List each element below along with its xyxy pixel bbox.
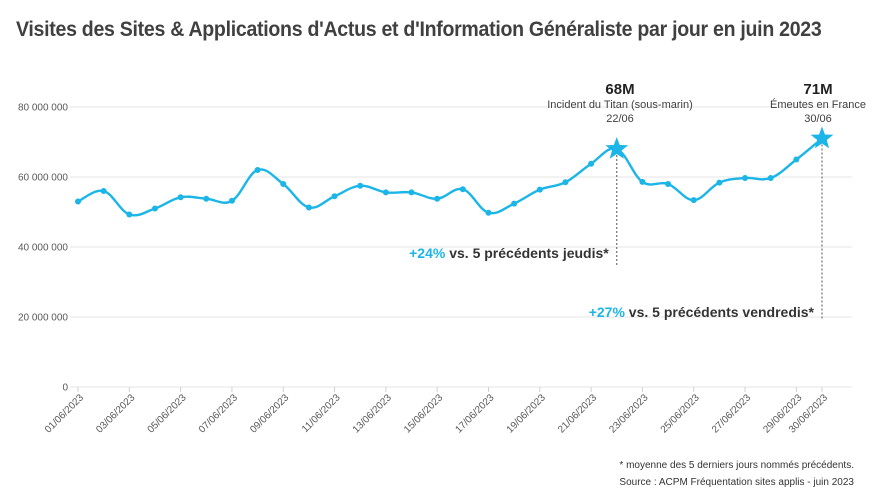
data-points	[75, 156, 800, 218]
growth-comparison: vs. 5 précédents vendredis*	[629, 304, 815, 320]
x-tick-label: 01/06/2023	[43, 392, 86, 435]
x-tick-label: 21/06/2023	[556, 392, 599, 435]
data-point	[690, 197, 697, 204]
x-tick-label: 25/06/2023	[659, 392, 702, 435]
x-tick-label: 07/06/2023	[197, 392, 240, 435]
footnote-source: Source : ACPM Fréquentation sites applis…	[619, 477, 854, 488]
data-point	[434, 195, 441, 202]
data-point	[126, 211, 133, 218]
highlight-star	[810, 126, 834, 149]
data-point	[639, 178, 646, 185]
data-point	[716, 179, 723, 186]
annotation-growth: +27% vs. 5 précédents vendredis*	[589, 304, 815, 320]
x-tick-label: 19/06/2023	[505, 392, 548, 435]
x-tick-label: 13/06/2023	[351, 392, 394, 435]
footnote-note: * moyenne des 5 derniers jours nommés pr…	[619, 460, 854, 471]
data-point	[459, 186, 466, 193]
data-point	[177, 194, 184, 201]
growth-value: +24%	[409, 245, 449, 261]
data-point	[280, 181, 287, 187]
x-tick-label: 23/06/2023	[607, 392, 650, 435]
highlight-stars	[605, 126, 834, 159]
y-axis-tick-labels: 0 20 000 000 40 000 000 60 000 000 80 000 00…	[18, 103, 69, 394]
data-point	[742, 175, 749, 182]
data-point	[793, 156, 800, 163]
annotation-date: 30/06	[804, 113, 832, 125]
annotation-event: Émeutes en France	[770, 98, 866, 111]
x-tick-label: 05/06/2023	[146, 392, 189, 435]
annotation-event: Incident du Titan (sous-marin)	[547, 99, 693, 111]
data-point	[382, 189, 389, 196]
y-tick-label: 0	[62, 383, 68, 394]
highlight-star	[605, 137, 629, 159]
y-tick-label: 20 000 000	[18, 313, 68, 324]
data-point	[331, 193, 338, 200]
data-point	[562, 179, 569, 186]
y-tick-label: 80 000 000	[18, 103, 68, 114]
x-tick-label: 27/06/2023	[710, 392, 753, 435]
x-tick-label: 11/06/2023	[300, 392, 343, 435]
x-tick-label: 09/06/2023	[248, 392, 291, 435]
highlight-drop-lines	[616, 144, 823, 320]
annotation-value: 71M	[803, 81, 832, 98]
data-point	[536, 186, 543, 193]
x-tick-label: 15/06/2023	[402, 392, 445, 435]
x-tick-label: 03/06/2023	[94, 392, 137, 435]
growth-value: +27%	[589, 304, 629, 320]
annotation-value: 68M	[605, 81, 634, 98]
annotation-growth: +24% vs. 5 précédents jeudis*	[409, 245, 609, 261]
data-point	[511, 200, 518, 207]
gridlines	[70, 106, 852, 388]
data-point	[408, 189, 415, 196]
data-point	[357, 182, 364, 189]
data-point	[254, 167, 261, 173]
data-point	[228, 197, 235, 204]
data-point	[151, 205, 158, 212]
data-point	[305, 204, 312, 211]
x-axis-tick-labels: 01/06/2023 03/06/2023 05/06/2023 07/06/2023…	[43, 387, 830, 436]
data-point	[100, 188, 107, 194]
data-point	[767, 175, 774, 182]
data-point	[665, 181, 672, 187]
annotation-date: 22/06	[606, 113, 634, 125]
y-tick-label: 40 000 000	[18, 243, 68, 254]
growth-comparison: vs. 5 précédents jeudis*	[449, 245, 609, 261]
y-tick-label: 60 000 000	[18, 173, 68, 184]
data-point	[203, 195, 210, 202]
data-point	[485, 209, 492, 216]
x-tick-label: 17/06/2023	[453, 392, 496, 435]
data-point	[588, 160, 595, 167]
chart-title: Visites des Sites & Applications d'Actus…	[16, 18, 822, 41]
data-point	[75, 198, 81, 205]
